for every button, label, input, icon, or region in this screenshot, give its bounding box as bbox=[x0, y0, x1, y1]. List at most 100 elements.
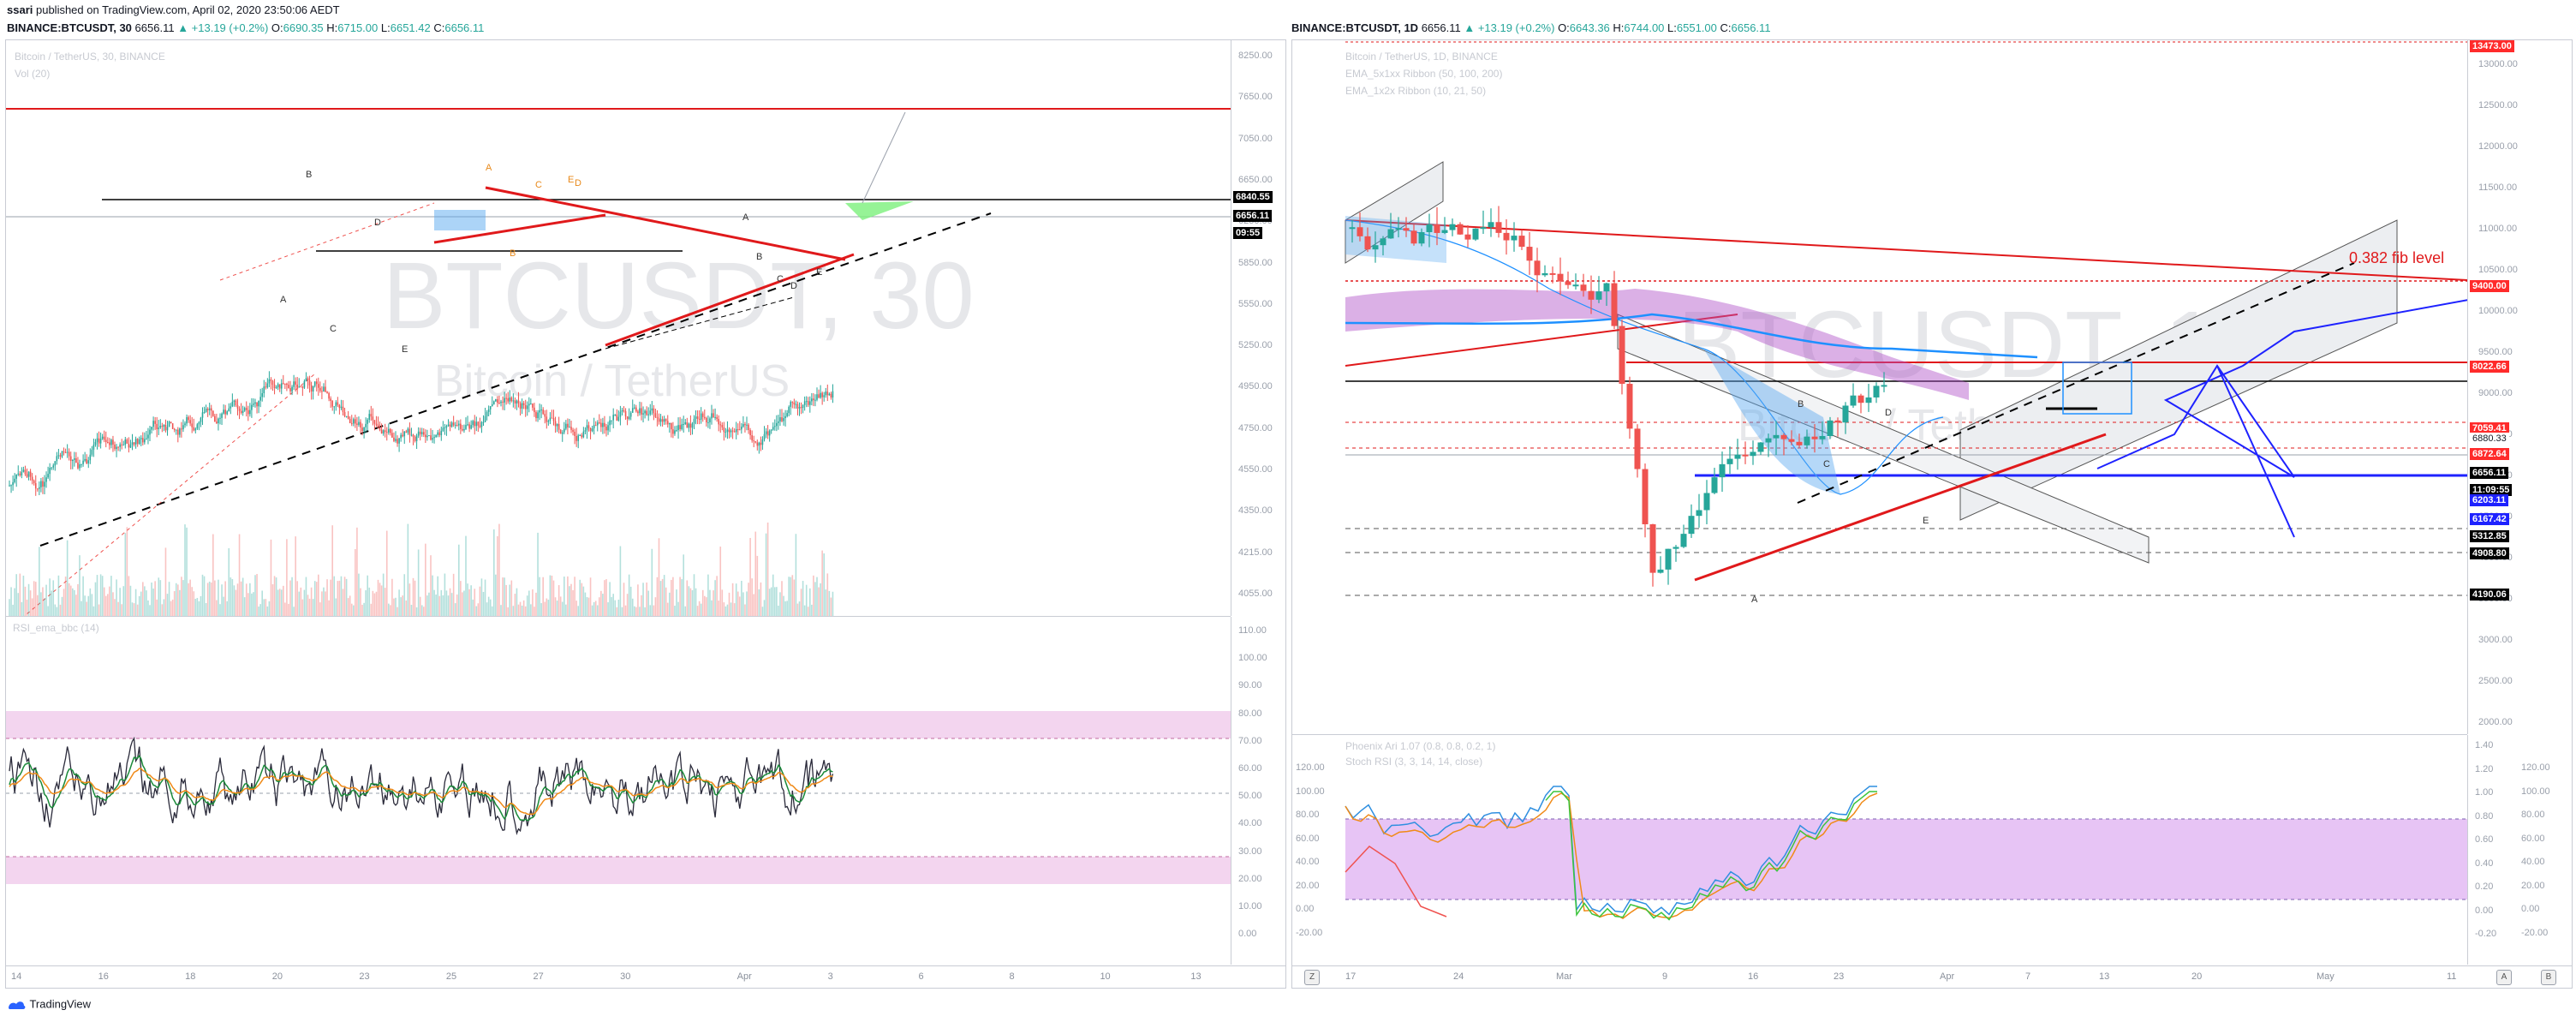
volume-bar bbox=[69, 585, 72, 616]
left-legend-volume[interactable]: Vol (20) bbox=[15, 68, 51, 80]
volume-bar bbox=[66, 540, 69, 616]
candle-body bbox=[236, 405, 239, 409]
volume-bar bbox=[626, 594, 629, 616]
right-chart[interactable]: BTCUSDT, 1D Bitcoin / TetherUS Bitcoin /… bbox=[1291, 39, 2573, 989]
auto-scale-button-a[interactable]: A bbox=[2496, 970, 2512, 985]
volume-bar bbox=[182, 580, 184, 616]
right-time-axis[interactable]: Z 17 24 Mar 9 16 23 Apr 7 13 20 May 11 A B bbox=[1292, 965, 2572, 988]
volume-bar bbox=[477, 603, 480, 616]
wave-label-right: A bbox=[1751, 595, 1758, 605]
volume-bar bbox=[98, 604, 100, 616]
left-price-pane[interactable]: BTCUSDT, 30 Bitcoin / TetherUS Bitcoin /… bbox=[6, 40, 1231, 617]
right-legend-ema-long[interactable]: EMA_5x1xx Ribbon (50, 100, 200) bbox=[1345, 68, 1503, 80]
volume-bar bbox=[117, 601, 119, 616]
volume-bar bbox=[564, 577, 565, 616]
left-price-tick: 5550.00 bbox=[1238, 298, 1273, 309]
volume-bar bbox=[820, 583, 821, 616]
right-symbol[interactable]: BINANCE:BTCUSDT, 1D bbox=[1291, 21, 1419, 34]
volume-bar bbox=[265, 599, 267, 616]
volume-bar bbox=[649, 605, 652, 616]
fib-annotation[interactable]: 0.382 fib level bbox=[2349, 249, 2445, 266]
daily-candle-body bbox=[1549, 272, 1556, 275]
volume-bar bbox=[731, 583, 734, 616]
volume-bar bbox=[210, 582, 212, 616]
osc-left-tick: 80.00 bbox=[1296, 810, 1320, 820]
candle-body bbox=[475, 421, 478, 427]
author-name[interactable]: ssari bbox=[7, 3, 33, 16]
right-osc-legend-stoch[interactable]: Stoch RSI (3, 3, 14, 14, close) bbox=[1345, 756, 1483, 768]
candle-body bbox=[761, 439, 764, 445]
volume-bar bbox=[84, 595, 86, 616]
volume-bar bbox=[298, 591, 301, 616]
volume-bar bbox=[10, 587, 12, 616]
volume-bar bbox=[51, 590, 52, 616]
right-price-axis[interactable]: 13000.00 12500.00 12000.00 11500.00 11000.00… bbox=[2467, 40, 2572, 734]
left-symbol[interactable]: BINANCE:BTCUSDT, 30 bbox=[7, 21, 132, 34]
volume-bar bbox=[651, 548, 653, 616]
right-osc-pane[interactable]: Phoenix Ari 1.07 (0.8, 0.8, 0.2, 1) Stoc… bbox=[1292, 735, 2467, 965]
candle-body bbox=[651, 408, 653, 411]
candle-body bbox=[203, 412, 206, 414]
volume-bar bbox=[377, 579, 379, 616]
right-osc-axis[interactable]: 1.40 1.20 1.00 0.80 0.60 0.40 0.20 0.00 -0.20 120… bbox=[2467, 735, 2572, 965]
candle-body bbox=[602, 422, 604, 427]
volume-bar bbox=[146, 590, 147, 616]
candle-body bbox=[98, 438, 100, 444]
candle-body bbox=[393, 437, 395, 441]
volume-bar bbox=[444, 573, 446, 616]
volume-bar bbox=[537, 532, 539, 616]
candle-body bbox=[107, 442, 109, 444]
candle-body bbox=[766, 431, 769, 436]
osc-left-tick: 60.00 bbox=[1296, 833, 1320, 844]
volume-bar bbox=[779, 592, 781, 616]
right-legend-symbol[interactable]: Bitcoin / TetherUS, 1D, BINANCE bbox=[1345, 51, 1498, 63]
candle-body bbox=[641, 408, 642, 415]
candle-body bbox=[342, 406, 344, 413]
left-rsi-pane[interactable]: RSI_ema_bbc (14) bbox=[6, 617, 1231, 965]
daily-candle-body bbox=[1850, 395, 1857, 406]
right-legend-ema-short[interactable]: EMA_1x2x Ribbon (10, 21, 50) bbox=[1345, 85, 1487, 97]
left-chart[interactable]: BTCUSDT, 30 Bitcoin / TetherUS Bitcoin /… bbox=[5, 39, 1286, 989]
volume-bar bbox=[733, 603, 736, 616]
left-rsi-legend[interactable]: RSI_ema_bbc (14) bbox=[13, 622, 99, 634]
projection-wedge bbox=[845, 201, 914, 220]
candle-body bbox=[495, 399, 497, 402]
left-price-axis[interactable]: 8250.007650.007050.006650.006250.005850.… bbox=[1231, 40, 1285, 616]
candle-body bbox=[368, 414, 371, 420]
volume-bar bbox=[99, 574, 102, 616]
volume-bar bbox=[375, 591, 378, 616]
candle-body bbox=[788, 406, 790, 414]
right-price-pane[interactable]: BTCUSDT, 1D Bitcoin / TetherUS Bitcoin /… bbox=[1292, 40, 2467, 735]
candle-body bbox=[760, 442, 762, 445]
volume-bar bbox=[795, 534, 797, 616]
candle-body bbox=[308, 380, 311, 385]
candle-body bbox=[616, 415, 618, 421]
volume-bar bbox=[472, 599, 474, 616]
volume-bar bbox=[540, 603, 542, 616]
volume-bar bbox=[437, 576, 438, 616]
left-rsi-axis[interactable]: 110.00 100.00 90.00 80.00 70.00 60.00 50.00 40.… bbox=[1231, 617, 1285, 965]
candle-body bbox=[184, 423, 186, 426]
daily-candle-body bbox=[1434, 224, 1440, 233]
candle-body bbox=[644, 410, 646, 414]
volume-bar bbox=[275, 577, 277, 616]
volume-bar bbox=[263, 599, 265, 616]
candle-body bbox=[736, 428, 739, 430]
timezone-button[interactable]: Z bbox=[1304, 970, 1320, 985]
left-legend-symbol[interactable]: Bitcoin / TetherUS, 30, BINANCE bbox=[15, 51, 165, 63]
volume-bar bbox=[711, 600, 713, 616]
candle-body bbox=[661, 419, 664, 422]
volume-bar bbox=[266, 606, 269, 616]
auto-scale-button-b[interactable]: B bbox=[2541, 970, 2556, 985]
volume-bar bbox=[813, 575, 814, 616]
candle-body bbox=[450, 422, 453, 427]
rsi-line bbox=[9, 736, 834, 835]
osc-left-tick: 20.00 bbox=[1296, 880, 1320, 891]
volume-bar bbox=[31, 598, 33, 616]
candle-body bbox=[517, 400, 520, 403]
candle-body bbox=[251, 404, 253, 410]
right-osc-legend-phoenix[interactable]: Phoenix Ari 1.07 (0.8, 0.8, 0.2, 1) bbox=[1345, 740, 1496, 752]
left-time-axis[interactable]: 14 16 18 20 23 25 27 30 Apr 3 6 8 10 13 bbox=[6, 965, 1285, 988]
tradingview-brand[interactable]: TradingView bbox=[7, 996, 91, 1013]
left-price-tick: 4055.00 bbox=[1238, 589, 1273, 599]
